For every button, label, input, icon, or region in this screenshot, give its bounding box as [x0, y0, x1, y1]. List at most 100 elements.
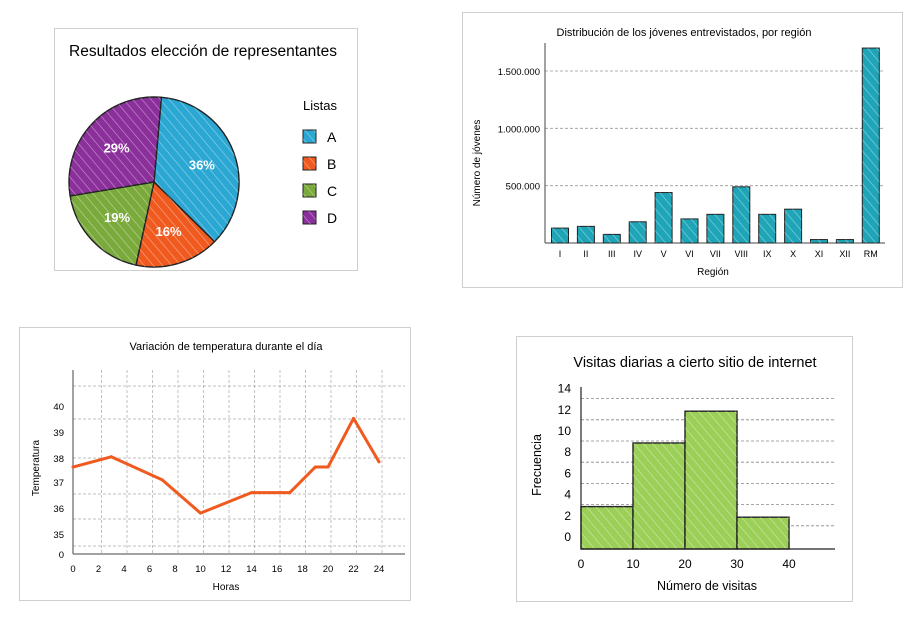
region-bar-hatch: [551, 228, 569, 243]
temp-ytick-label: 40: [53, 402, 64, 413]
legend-label-c: C: [327, 183, 337, 199]
legend-swatch-hatch: [303, 211, 316, 224]
hist-ytick-label: 4: [564, 488, 571, 502]
temp-chart-title: Variación de temperatura durante el día: [129, 341, 323, 353]
pie-value-label: 36%: [189, 157, 215, 172]
visits-histogram: Visitas diarias a cierto sitio de intern…: [530, 355, 835, 593]
temp-ytick-label: 38: [53, 454, 64, 465]
temp-ytick-label: 39: [53, 428, 64, 439]
region-xtick-label: VIII: [735, 249, 749, 259]
temp-xtick-label: 20: [323, 564, 334, 575]
region-xtick-label: XII: [839, 249, 850, 259]
temp-data-point: [313, 465, 317, 469]
hist-x-label: Número de visitas: [657, 579, 757, 593]
temp-data-point: [250, 491, 253, 495]
visits-histogram-panel: Visitas diarias a cierto sitio de intern…: [516, 336, 853, 602]
region-bar-hatch: [629, 221, 647, 243]
region-xtick-label: XI: [815, 249, 824, 259]
region-xtick-label: VII: [710, 249, 721, 259]
temp-xtick-label: 6: [147, 564, 152, 575]
temp-data-point: [199, 511, 202, 515]
temp-data-point: [160, 478, 164, 482]
region-chart-title: Distribución de los jóvenes entrevistado…: [557, 27, 812, 39]
region-bar-hatch: [577, 226, 595, 243]
hist-ytick-label: 8: [564, 445, 571, 459]
temp-xtick-label: 4: [121, 564, 126, 575]
region-bar-chart: Distribución de los jóvenes entrevistado…: [472, 27, 885, 278]
temperature-line-chart-panel: Variación de temperatura durante el día 0…: [19, 327, 411, 601]
hist-ytick-label: 10: [558, 424, 572, 438]
region-ytick-label: 500.000: [506, 182, 540, 193]
legend-swatch-hatch: [303, 157, 316, 170]
temp-data-point: [352, 416, 355, 420]
region-x-label: Región: [697, 267, 729, 278]
hist-bar-hatch: [633, 443, 685, 549]
pie-title: Resultados elección de representantes: [69, 43, 337, 60]
legend-swatch-hatch: [303, 184, 316, 197]
region-bar-hatch: [862, 48, 880, 243]
region-xtick-label: II: [583, 249, 588, 259]
temp-xtick-label: 10: [195, 564, 206, 575]
pie-chart: Resultados elección de representantes 36%…: [68, 43, 337, 268]
temp-xtick-label: 24: [374, 564, 385, 575]
pie-slice-hatch-a: [154, 97, 239, 242]
hist-ytick-label: 0: [564, 530, 571, 544]
pie-value-label: 16%: [156, 224, 182, 239]
temp-data-point: [377, 460, 381, 464]
hist-xtick-label: 0: [578, 557, 585, 571]
hist-ytick-label: 12: [558, 403, 572, 417]
region-ytick-label: 1.000.000: [498, 124, 540, 135]
region-bar-hatch: [681, 218, 698, 243]
temp-y-label: Temperatura: [31, 439, 42, 496]
temp-xtick-label: 8: [172, 564, 177, 575]
hist-xtick-label: 40: [782, 557, 796, 571]
hist-ytick-label: 6: [564, 466, 571, 480]
region-bar-hatch: [836, 239, 854, 243]
temp-xtick-label: 2: [96, 564, 101, 575]
legend-swatch-hatch: [303, 130, 316, 143]
hist-y-label: Frecuencia: [530, 434, 544, 496]
region-bar-chart-panel: Distribución de los jóvenes entrevistado…: [462, 12, 903, 288]
hist-xtick-label: 10: [626, 557, 640, 571]
region-bar-hatch: [732, 186, 750, 243]
region-bar-hatch: [810, 239, 828, 243]
legend-label-d: D: [327, 210, 337, 226]
hist-xtick-label: 30: [730, 557, 744, 571]
region-bar-hatch: [603, 234, 621, 243]
region-xtick-label: I: [559, 249, 562, 259]
region-bar-hatch: [784, 209, 802, 243]
temperature-line-chart: Variación de temperatura durante el día 0…: [31, 341, 405, 593]
temp-ytick-label: 0: [59, 550, 64, 561]
temp-data-point: [109, 455, 113, 459]
temp-xtick-label: 16: [272, 564, 283, 575]
region-ytick-label: 1.500.000: [498, 67, 540, 78]
region-xtick-label: RM: [864, 249, 878, 259]
temp-data-point: [288, 491, 292, 495]
temp-ytick-label: 35: [53, 530, 64, 541]
hist-bar-hatch: [581, 506, 633, 549]
temp-xtick-label: 18: [297, 564, 308, 575]
temp-xtick-label: 12: [221, 564, 232, 575]
hist-ytick-label: 14: [558, 382, 572, 396]
pie-chart-panel: Resultados elección de representantes 36%…: [54, 28, 358, 271]
region-xtick-label: III: [608, 249, 616, 259]
region-xtick-label: IV: [633, 249, 642, 259]
pie-slice-hatch-b: [136, 182, 215, 267]
pie-value-label: 19%: [104, 210, 130, 225]
temp-ytick-label: 37: [53, 478, 64, 489]
region-xtick-label: X: [790, 249, 796, 259]
pie-slice-hatch-d: [69, 96, 162, 196]
hist-ytick-label: 2: [564, 509, 571, 523]
region-bar-hatch: [655, 192, 673, 243]
pie-value-label: 29%: [104, 140, 130, 155]
hist-bar-hatch: [685, 411, 737, 549]
temp-xtick-label: 22: [348, 564, 359, 575]
region-xtick-label: V: [661, 249, 667, 259]
region-xtick-label: IX: [763, 249, 772, 259]
region-xtick-label: VI: [685, 249, 694, 259]
hist-bar-hatch: [737, 517, 789, 549]
region-y-label: Número de jóvenes: [472, 120, 483, 207]
temp-x-label: Horas: [213, 582, 240, 593]
region-bar-hatch: [706, 214, 724, 243]
hist-title: Visitas diarias a cierto sitio de intern…: [573, 355, 816, 371]
